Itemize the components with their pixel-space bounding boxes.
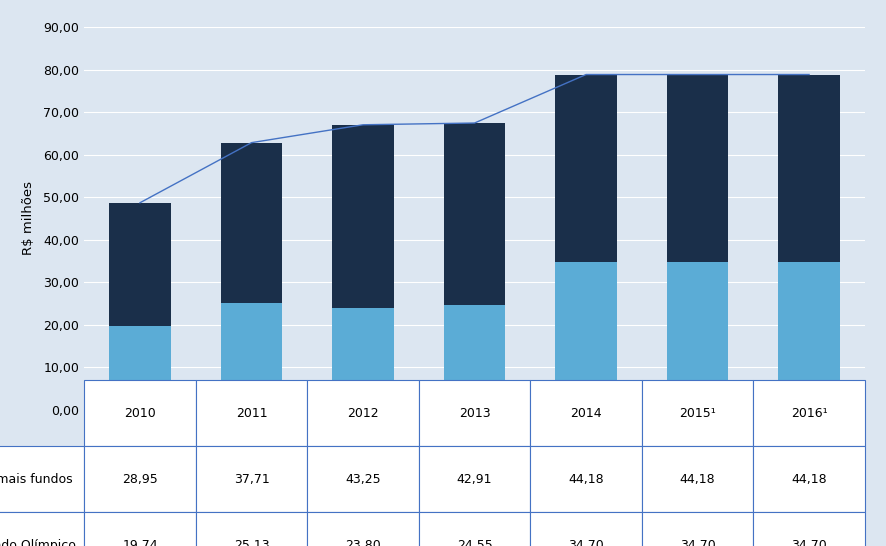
Bar (109, 325, 170, 410)
Bar (555, 262, 616, 410)
Y-axis label: R$ milhões: R$ milhões (22, 181, 35, 256)
Bar (221, 303, 282, 410)
Bar (443, 305, 505, 410)
Bar (332, 308, 393, 410)
Bar (221, 143, 282, 303)
Bar (555, 74, 616, 262)
Bar (778, 262, 839, 410)
Bar (109, 203, 170, 325)
Bar (666, 262, 727, 410)
Bar (443, 123, 505, 305)
Bar (666, 74, 727, 262)
Bar (778, 74, 839, 262)
Bar (332, 125, 393, 308)
